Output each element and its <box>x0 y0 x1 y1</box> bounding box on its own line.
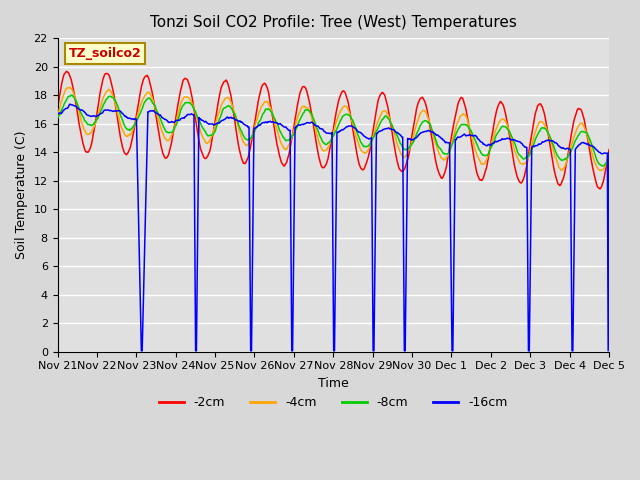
-4cm <box>202 139 209 145</box>
-16cm <box>66 101 74 107</box>
-8cm <box>605 156 613 161</box>
-16cm <box>202 119 210 125</box>
-2cm <box>554 181 562 187</box>
-8cm <box>202 129 209 134</box>
Title: Tonzi Soil CO2 Profile: Tree (West) Temperatures: Tonzi Soil CO2 Profile: Tree (West) Temp… <box>150 15 516 30</box>
-8cm <box>54 116 61 121</box>
-8cm <box>70 94 78 100</box>
-2cm <box>54 106 61 111</box>
-2cm <box>202 156 209 161</box>
-16cm <box>145 109 152 115</box>
-16cm <box>236 119 243 124</box>
-2cm <box>519 178 527 184</box>
-8cm <box>554 153 562 159</box>
X-axis label: Time: Time <box>318 377 349 390</box>
-2cm <box>63 69 70 74</box>
-16cm <box>54 111 61 117</box>
-8cm <box>234 121 242 127</box>
-4cm <box>519 161 527 167</box>
-4cm <box>234 124 242 130</box>
-16cm <box>70 103 78 108</box>
-4cm <box>597 168 605 173</box>
-2cm <box>605 147 613 153</box>
Line: -4cm: -4cm <box>58 87 609 170</box>
-4cm <box>554 161 562 167</box>
-2cm <box>144 73 152 79</box>
-16cm <box>520 143 527 148</box>
Line: -2cm: -2cm <box>58 72 609 189</box>
-2cm <box>234 142 242 147</box>
Legend: -2cm, -4cm, -8cm, -16cm: -2cm, -4cm, -8cm, -16cm <box>154 391 513 414</box>
-4cm <box>605 152 613 157</box>
-8cm <box>519 156 527 161</box>
-4cm <box>54 114 61 120</box>
-4cm <box>70 91 78 97</box>
-2cm <box>596 186 604 192</box>
-8cm <box>598 163 606 169</box>
-16cm <box>555 143 563 149</box>
-4cm <box>144 89 152 95</box>
-16cm <box>605 150 613 156</box>
Y-axis label: Soil Temperature (C): Soil Temperature (C) <box>15 131 28 259</box>
-2cm <box>70 89 78 95</box>
Text: TZ_soilco2: TZ_soilco2 <box>68 47 141 60</box>
Line: -16cm: -16cm <box>58 104 609 351</box>
-8cm <box>144 96 152 101</box>
Line: -8cm: -8cm <box>58 95 609 166</box>
-8cm <box>68 92 76 98</box>
-16cm <box>138 348 145 354</box>
-4cm <box>66 84 74 90</box>
